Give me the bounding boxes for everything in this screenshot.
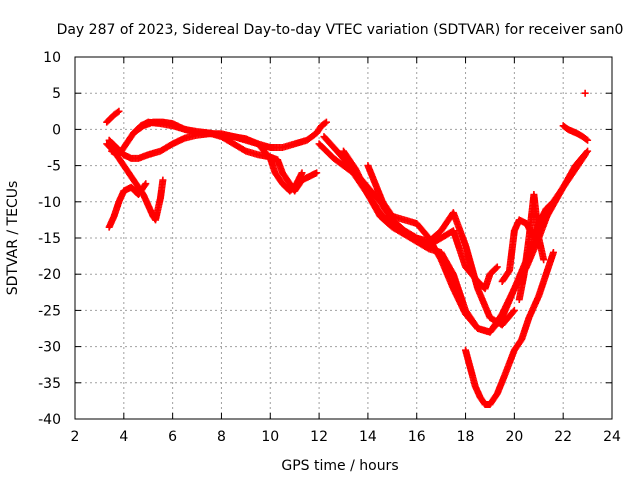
- y-tick-label: -30: [38, 340, 61, 356]
- data-point: [584, 147, 592, 155]
- y-tick-label: -25: [38, 303, 61, 319]
- data-point: [142, 180, 150, 188]
- data-point: [114, 108, 122, 116]
- data-point: [141, 181, 149, 189]
- series-track-3: [105, 180, 150, 231]
- x-tick-label: 4: [119, 429, 128, 445]
- y-tick-label: -40: [38, 412, 61, 428]
- x-tick-label: 2: [71, 429, 80, 445]
- x-tick-label: 24: [603, 429, 621, 445]
- data-point: [582, 135, 590, 143]
- series-track-6: [130, 118, 306, 195]
- data-point: [549, 248, 557, 256]
- y-tick-label: -15: [38, 231, 61, 247]
- series-track-15: [581, 89, 589, 97]
- y-tick-label: 10: [43, 50, 61, 66]
- data-point: [509, 308, 517, 316]
- x-tick-label: 22: [554, 429, 572, 445]
- data-point: [581, 151, 589, 159]
- data-point: [313, 169, 321, 177]
- data-point: [322, 118, 330, 126]
- y-tick-label: -20: [38, 267, 61, 283]
- data-point: [298, 169, 306, 177]
- data-point: [159, 176, 167, 184]
- data-point: [492, 264, 500, 272]
- data-point: [580, 152, 588, 160]
- data-marks: [103, 89, 592, 409]
- series-track-12: [498, 151, 589, 285]
- x-tick-label: 6: [168, 429, 177, 445]
- data-point: [581, 89, 589, 97]
- series-track-10: [364, 147, 592, 336]
- x-tick-label: 14: [359, 429, 377, 445]
- y-tick-label: -35: [38, 376, 61, 392]
- data-point: [584, 136, 592, 144]
- y-axis-label: SDTVAR / TECUs: [5, 181, 21, 296]
- chart-title: Day 287 of 2023, Sidereal Day-to-day VTE…: [57, 22, 624, 38]
- y-tick-label: 0: [52, 122, 61, 138]
- data-point: [493, 263, 501, 271]
- x-tick-label: 20: [505, 429, 523, 445]
- data-point: [321, 119, 329, 127]
- series-track-13: [515, 191, 548, 304]
- y-tick-label: -10: [38, 195, 61, 211]
- x-axis-label: GPS time / hours: [281, 458, 398, 474]
- series-track-11: [462, 248, 557, 409]
- y-tick-label: -5: [47, 159, 61, 175]
- series-track-14: [559, 122, 592, 144]
- x-tick-label: 18: [457, 429, 475, 445]
- data-point: [510, 306, 518, 314]
- x-tick-label: 12: [310, 429, 328, 445]
- y-tick-label: 5: [52, 86, 61, 102]
- x-tick-label: 10: [261, 429, 279, 445]
- axis-ticks: 2 4 6 8 10 12 14 16 18 20 22 241050-5-10-15-20-25-3…: [38, 50, 621, 445]
- data-point: [115, 107, 123, 115]
- x-tick-label: 16: [408, 429, 426, 445]
- data-point: [540, 256, 548, 264]
- series-track-1: [103, 107, 123, 126]
- x-tick-label: 8: [217, 429, 226, 445]
